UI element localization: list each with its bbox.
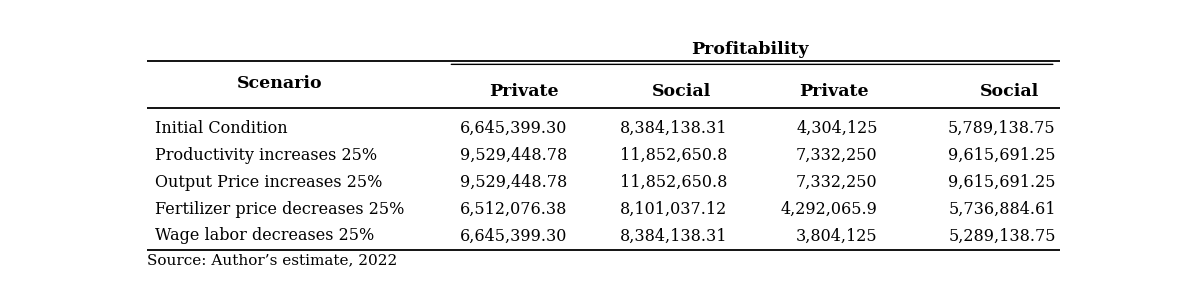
Text: 5,789,138.75: 5,789,138.75: [948, 120, 1055, 137]
Text: Profitability: Profitability: [691, 41, 808, 58]
Text: Social: Social: [980, 83, 1040, 100]
Text: 11,852,650.8: 11,852,650.8: [620, 147, 727, 164]
Text: 3,804,125: 3,804,125: [796, 227, 878, 244]
Text: Social: Social: [651, 83, 712, 100]
Text: 9,529,448.78: 9,529,448.78: [459, 174, 568, 191]
Text: Wage labor decreases 25%: Wage labor decreases 25%: [154, 227, 373, 244]
Text: Output Price increases 25%: Output Price increases 25%: [154, 174, 382, 191]
Text: Private: Private: [800, 83, 869, 100]
Text: 11,852,650.8: 11,852,650.8: [620, 174, 727, 191]
Text: 9,615,691.25: 9,615,691.25: [948, 174, 1055, 191]
Text: 6,512,076.38: 6,512,076.38: [459, 201, 568, 218]
Text: 8,384,138.31: 8,384,138.31: [620, 120, 727, 137]
Text: 4,292,065.9: 4,292,065.9: [781, 201, 878, 218]
Text: Initial Condition: Initial Condition: [154, 120, 287, 137]
Text: 8,101,037.12: 8,101,037.12: [620, 201, 727, 218]
Text: 4,304,125: 4,304,125: [796, 120, 878, 137]
Text: 6,645,399.30: 6,645,399.30: [459, 120, 568, 137]
Text: Productivity increases 25%: Productivity increases 25%: [154, 147, 377, 164]
Text: 6,645,399.30: 6,645,399.30: [459, 227, 568, 244]
Text: 5,736,884.61: 5,736,884.61: [948, 201, 1055, 218]
Text: 9,615,691.25: 9,615,691.25: [948, 147, 1055, 164]
Text: 7,332,250: 7,332,250: [796, 147, 878, 164]
Text: Source: Author’s estimate, 2022: Source: Author’s estimate, 2022: [147, 253, 397, 267]
Text: Private: Private: [489, 83, 558, 100]
Text: 9,529,448.78: 9,529,448.78: [459, 147, 568, 164]
Text: Fertilizer price decreases 25%: Fertilizer price decreases 25%: [154, 201, 404, 218]
Text: 7,332,250: 7,332,250: [796, 174, 878, 191]
Text: 5,289,138.75: 5,289,138.75: [948, 227, 1055, 244]
Text: 8,384,138.31: 8,384,138.31: [620, 227, 727, 244]
Text: Scenario: Scenario: [237, 75, 323, 92]
